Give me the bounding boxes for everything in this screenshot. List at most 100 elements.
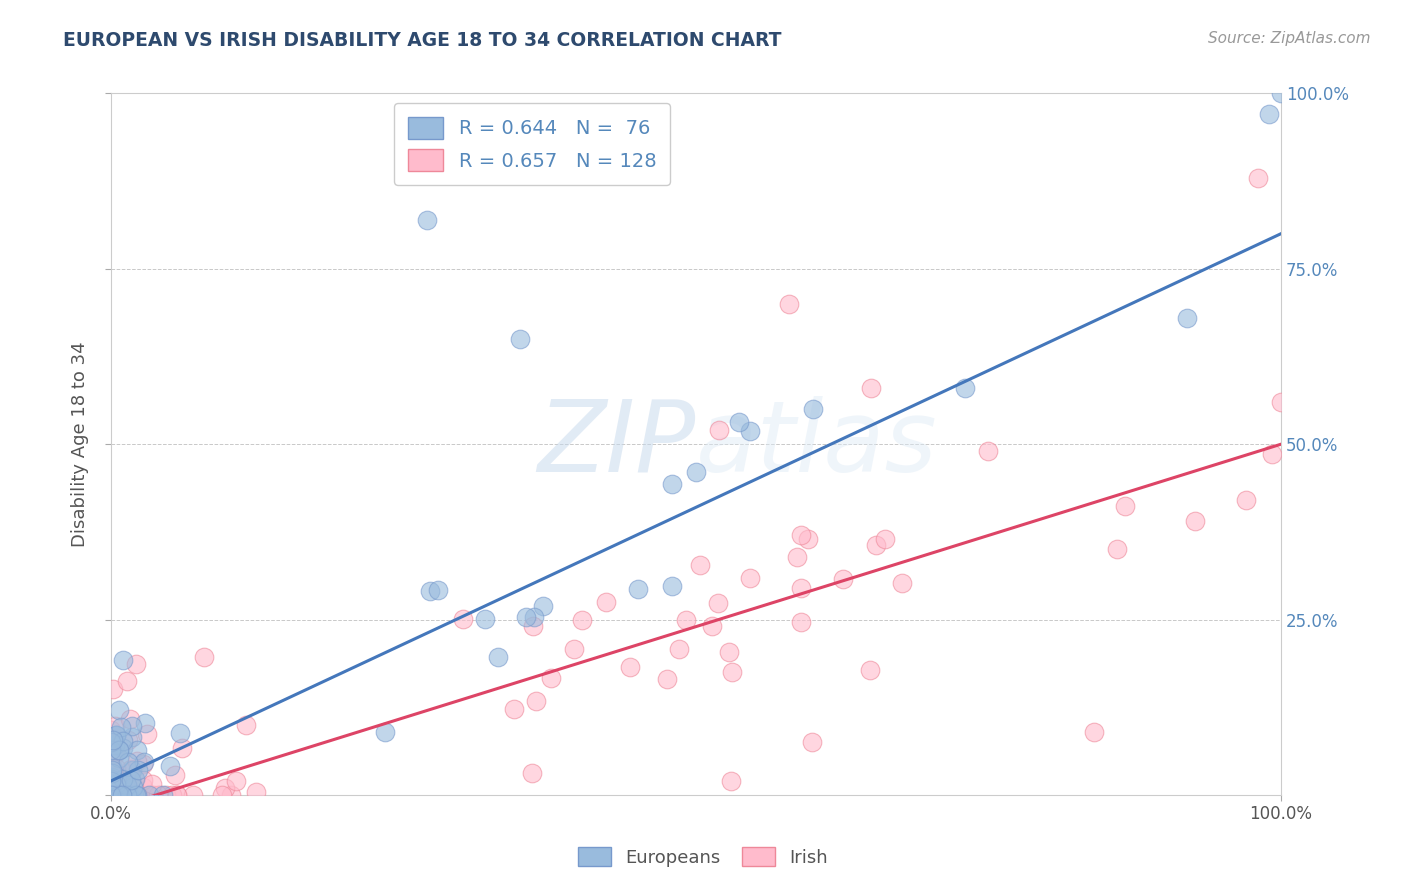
Point bbox=[169, 725, 191, 739]
Point bbox=[700, 619, 723, 633]
Point bbox=[117, 788, 139, 802]
Point bbox=[170, 741, 193, 756]
Point bbox=[801, 402, 824, 417]
Point bbox=[114, 788, 136, 802]
Point bbox=[121, 788, 143, 802]
Point bbox=[789, 581, 811, 595]
Point bbox=[100, 772, 122, 786]
Point bbox=[138, 788, 160, 802]
Point bbox=[100, 788, 122, 802]
Point bbox=[120, 783, 142, 797]
Point bbox=[891, 575, 914, 590]
Point bbox=[595, 595, 617, 609]
Point bbox=[117, 788, 139, 802]
Point bbox=[571, 613, 593, 627]
Point bbox=[104, 777, 127, 791]
Point bbox=[127, 763, 149, 777]
Point bbox=[110, 788, 132, 802]
Point bbox=[562, 642, 585, 657]
Point bbox=[108, 751, 131, 765]
Point bbox=[738, 424, 761, 438]
Point bbox=[104, 738, 127, 752]
Point bbox=[104, 728, 127, 742]
Point bbox=[103, 761, 125, 775]
Point bbox=[1184, 514, 1206, 528]
Point bbox=[977, 444, 1000, 458]
Point bbox=[718, 645, 741, 659]
Point bbox=[865, 538, 887, 552]
Text: atlas: atlas bbox=[696, 396, 938, 492]
Point bbox=[488, 650, 510, 665]
Point bbox=[127, 743, 149, 757]
Point bbox=[540, 671, 562, 685]
Legend: Europeans, Irish: Europeans, Irish bbox=[571, 840, 835, 874]
Point bbox=[122, 777, 145, 791]
Point bbox=[415, 212, 437, 227]
Point bbox=[689, 558, 711, 572]
Point bbox=[127, 754, 149, 768]
Point bbox=[132, 755, 155, 769]
Point bbox=[101, 761, 124, 775]
Y-axis label: Disability Age 18 to 34: Disability Age 18 to 34 bbox=[72, 342, 89, 547]
Point bbox=[121, 719, 143, 733]
Point bbox=[225, 773, 247, 788]
Point bbox=[100, 736, 122, 750]
Point bbox=[111, 734, 134, 748]
Point bbox=[101, 733, 124, 747]
Point bbox=[114, 788, 136, 802]
Point bbox=[100, 788, 122, 802]
Point bbox=[100, 765, 122, 780]
Text: Source: ZipAtlas.com: Source: ZipAtlas.com bbox=[1208, 31, 1371, 46]
Point bbox=[125, 788, 148, 802]
Point bbox=[115, 788, 138, 802]
Point bbox=[1246, 170, 1268, 185]
Point bbox=[859, 663, 882, 677]
Point bbox=[1234, 493, 1257, 508]
Point bbox=[112, 772, 135, 786]
Point bbox=[139, 788, 162, 802]
Point bbox=[100, 788, 122, 802]
Point bbox=[132, 780, 155, 795]
Point bbox=[114, 788, 136, 802]
Point bbox=[100, 788, 122, 802]
Point bbox=[800, 735, 823, 749]
Point bbox=[1270, 87, 1292, 101]
Point bbox=[738, 571, 761, 585]
Point bbox=[1107, 542, 1129, 557]
Text: EUROPEAN VS IRISH DISABILITY AGE 18 TO 34 CORRELATION CHART: EUROPEAN VS IRISH DISABILITY AGE 18 TO 3… bbox=[63, 31, 782, 50]
Point bbox=[105, 761, 128, 775]
Point bbox=[111, 788, 134, 802]
Point bbox=[619, 660, 641, 674]
Point bbox=[104, 788, 127, 802]
Point bbox=[125, 788, 148, 802]
Point bbox=[1175, 310, 1198, 325]
Point bbox=[136, 788, 159, 802]
Point bbox=[474, 612, 496, 626]
Point bbox=[149, 788, 172, 802]
Point bbox=[875, 533, 897, 547]
Point bbox=[107, 788, 129, 802]
Point bbox=[502, 702, 524, 716]
Point bbox=[100, 788, 122, 802]
Point bbox=[779, 297, 801, 311]
Point bbox=[104, 719, 127, 733]
Point bbox=[108, 788, 131, 802]
Point bbox=[668, 642, 690, 657]
Point bbox=[193, 650, 215, 665]
Point bbox=[100, 788, 122, 802]
Legend: R = 0.644   N =  76, R = 0.657   N = 128: R = 0.644 N = 76, R = 0.657 N = 128 bbox=[394, 103, 669, 185]
Point bbox=[832, 572, 855, 586]
Point bbox=[107, 703, 129, 717]
Point bbox=[100, 743, 122, 757]
Point bbox=[148, 788, 170, 802]
Point bbox=[706, 596, 728, 610]
Point bbox=[120, 788, 142, 802]
Point bbox=[115, 788, 138, 802]
Point bbox=[120, 762, 142, 776]
Point bbox=[112, 740, 135, 755]
Point bbox=[111, 788, 134, 802]
Point bbox=[108, 781, 131, 796]
Point bbox=[728, 415, 751, 429]
Point bbox=[101, 763, 124, 777]
Point bbox=[524, 694, 547, 708]
